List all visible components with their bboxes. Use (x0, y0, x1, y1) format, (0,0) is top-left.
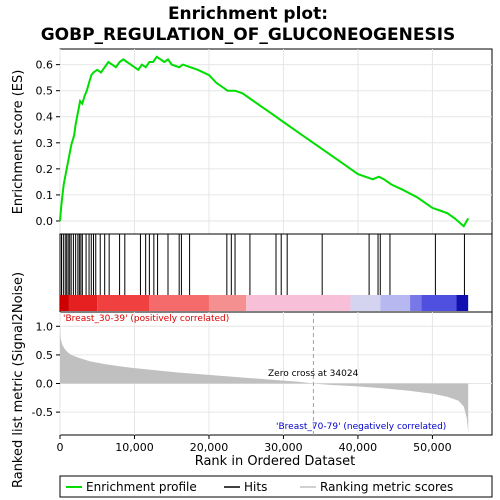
legend: Enrichment profile Hits Ranking metric sco… (66, 480, 453, 494)
metric-tick-label: 0.5 (36, 349, 54, 362)
heat-strip-segment (421, 295, 457, 311)
ranking-heat-strip (60, 295, 469, 311)
heat-strip-segment (410, 295, 422, 311)
es-tick-label: 0.5 (36, 85, 54, 98)
ranking-metric-area (60, 326, 469, 433)
chart-title-line1: Enrichment plot: (168, 4, 328, 24)
es-panel (59, 48, 493, 235)
heat-strip-segment (208, 295, 247, 311)
x-tick-label: 30,000 (264, 441, 303, 454)
negative-correlation-label: 'Breast_70-79' (negatively correlated) (276, 422, 446, 432)
es-tick-label: 0.4 (36, 111, 54, 124)
es-tick-label: 0.0 (36, 215, 54, 228)
heat-strip-segment (60, 295, 69, 311)
heat-strip-segment (68, 295, 98, 311)
x-tick-label: 20,000 (190, 441, 229, 454)
legend-metric-label: Ranking metric scores (320, 480, 453, 494)
es-y-axis-label: Enrichment score (ES) (11, 70, 26, 215)
heat-strip-segment (380, 295, 411, 311)
enrichment-profile-line (59, 55, 470, 228)
legend-enrichment-label: Enrichment profile (86, 480, 197, 494)
x-axis-label: Rank in Ordered Dataset (195, 454, 356, 469)
es-tick-label: 0.6 (36, 59, 54, 72)
metric-y-axis-label: Ranked list metric (Signal2Noise) (11, 272, 26, 488)
legend-box (59, 475, 493, 498)
legend-hits-label: Hits (244, 480, 267, 494)
heat-strip-segment (246, 295, 351, 311)
x-tick-label: 0 (57, 441, 64, 454)
heat-strip-segment (97, 295, 150, 311)
heat-strip-segment (456, 295, 469, 311)
zero-cross-label: Zero cross at 34024 (268, 369, 359, 379)
metric-tick-label: -0.5 (32, 406, 53, 419)
es-tick-label: 0.3 (36, 137, 54, 150)
metric-tick-label: 1.0 (36, 320, 54, 333)
positive-correlation-label: 'Breast_30-39' (positively correlated) (63, 314, 229, 324)
hit-lines (60, 234, 465, 295)
metric-tick-label: 0.0 (36, 378, 54, 391)
x-tick-label: 40,000 (339, 441, 378, 454)
es-tick-label: 0.1 (36, 189, 54, 202)
es-tick-label: 0.2 (36, 163, 54, 176)
x-axis-ticks: 0 10,000 20,000 30,000 40,000 50,000 (57, 435, 452, 454)
chart-title-line2: GOBP_REGULATION_OF_GLUCONEOGENESIS (41, 25, 456, 45)
es-y-ticks: 0.0 0.1 0.2 0.3 0.4 0.5 0.6 (36, 59, 60, 228)
heat-strip-segment (149, 295, 209, 311)
metric-gridlines (59, 312, 492, 435)
x-tick-label: 10,000 (115, 441, 154, 454)
heat-strip-segment (350, 295, 381, 311)
x-tick-label: 50,000 (413, 441, 452, 454)
metric-y-ticks: -0.5 0.0 0.5 1.0 (32, 320, 60, 419)
